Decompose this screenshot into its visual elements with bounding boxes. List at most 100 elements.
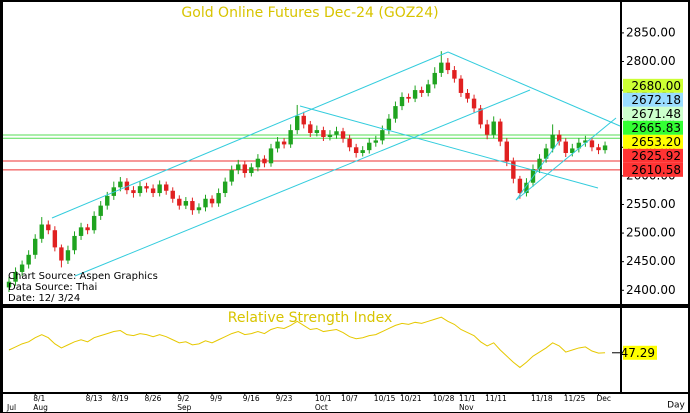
candle-body xyxy=(137,186,143,194)
candle-body xyxy=(105,195,110,206)
candle-body xyxy=(386,118,392,131)
candle-body xyxy=(458,78,464,93)
x-axis-label: Day xyxy=(667,401,685,411)
candle-body xyxy=(170,190,175,199)
x-tick-label: 10/28 xyxy=(433,394,455,403)
candle-body xyxy=(353,147,359,153)
candle-body xyxy=(504,141,509,162)
candle-body xyxy=(419,90,424,93)
month-label: Jul xyxy=(6,403,16,412)
x-tick-label: 9/9 xyxy=(210,394,222,403)
candle-body xyxy=(203,198,208,208)
y-tick-label: 2800.00 xyxy=(626,54,676,68)
candle-body xyxy=(255,158,261,168)
x-tick-label: 10/15 xyxy=(374,394,396,403)
price-panel xyxy=(3,2,620,304)
candle-body xyxy=(72,235,77,251)
rsi-panel xyxy=(3,308,620,392)
month-label: Sep xyxy=(177,403,191,412)
candle-body xyxy=(222,181,228,194)
level-box xyxy=(623,134,683,149)
candle-body xyxy=(340,131,346,139)
level-box xyxy=(623,78,683,93)
x-tick-label: 11/11 xyxy=(485,394,507,403)
candle-body xyxy=(517,178,523,194)
x-tick-label: 11/25 xyxy=(564,394,586,403)
x-tick-label: 10/1 xyxy=(315,394,332,403)
candle-body xyxy=(52,230,58,248)
level-label: 2665.83 xyxy=(631,121,681,135)
candle-body xyxy=(216,193,221,204)
candle-body xyxy=(465,92,470,99)
candle-body xyxy=(281,141,287,145)
candle-body xyxy=(511,161,516,179)
candle-body xyxy=(570,148,575,153)
candle-body xyxy=(26,254,31,265)
candle-body xyxy=(589,140,595,148)
level-label: 2680.00 xyxy=(631,79,681,93)
candle-body xyxy=(321,130,326,137)
candle-body xyxy=(65,250,71,261)
candle-body xyxy=(452,70,457,79)
y-tick-label: 2400.00 xyxy=(626,283,676,297)
candle-body xyxy=(432,72,437,85)
x-tick-label: 8/13 xyxy=(86,394,103,403)
y-tick-label: 2850.00 xyxy=(626,25,676,39)
level-label: 2653.20 xyxy=(631,135,681,149)
trendline xyxy=(515,139,561,201)
candle-body xyxy=(144,186,149,189)
candle-body xyxy=(334,131,339,135)
month-label: Aug xyxy=(33,403,48,412)
candle-body xyxy=(190,201,195,211)
annotation: Date: 12/ 3/24 xyxy=(8,293,80,304)
candle-body xyxy=(242,164,247,174)
candle-body xyxy=(380,130,385,141)
candle-body xyxy=(524,182,529,194)
candle-body xyxy=(288,130,293,145)
candle-body xyxy=(98,205,103,216)
candle-body xyxy=(406,96,411,99)
candle-body xyxy=(399,96,405,107)
candle-body xyxy=(59,247,64,261)
candle-body xyxy=(150,188,156,194)
level-box xyxy=(623,120,683,135)
candle-body xyxy=(426,84,431,93)
trendline xyxy=(447,51,621,127)
candle-body xyxy=(13,271,18,282)
candle-body xyxy=(498,121,503,142)
date-axis-panel xyxy=(3,394,688,412)
candle-body xyxy=(124,181,130,191)
trendlines xyxy=(51,51,621,277)
candle-body xyxy=(262,158,267,164)
candle-body xyxy=(91,215,97,231)
candle-body xyxy=(275,141,280,149)
candle-body xyxy=(576,142,582,149)
x-tick-label: 8/19 xyxy=(112,394,129,403)
rsi-value-label: 47.29 xyxy=(621,346,655,360)
candle-body xyxy=(229,170,234,182)
trendline xyxy=(74,89,531,277)
x-tick-label: 9/23 xyxy=(276,394,293,403)
level-label: 2672.18 xyxy=(631,93,681,107)
y-tick-label: 2500.00 xyxy=(626,226,676,240)
candle-body xyxy=(484,124,490,135)
x-tick-label: 10/21 xyxy=(400,394,422,403)
candle-body xyxy=(478,108,483,125)
trendline xyxy=(515,117,617,201)
candle-body xyxy=(157,184,162,194)
candle-body xyxy=(209,198,215,204)
y-tick-label: 2550.00 xyxy=(626,197,676,211)
candle-body xyxy=(491,121,496,135)
candle-body xyxy=(596,147,601,151)
candle-body xyxy=(308,124,313,133)
x-tick-label: 11/1 xyxy=(459,394,476,403)
x-tick-label: 8/26 xyxy=(145,394,162,403)
level-label: 2625.92 xyxy=(631,149,681,163)
candle-body xyxy=(19,264,25,272)
candle-body xyxy=(347,138,352,148)
x-tick-label: 11/18 xyxy=(531,394,553,403)
candle-body xyxy=(550,134,555,149)
candle-body xyxy=(131,190,136,194)
